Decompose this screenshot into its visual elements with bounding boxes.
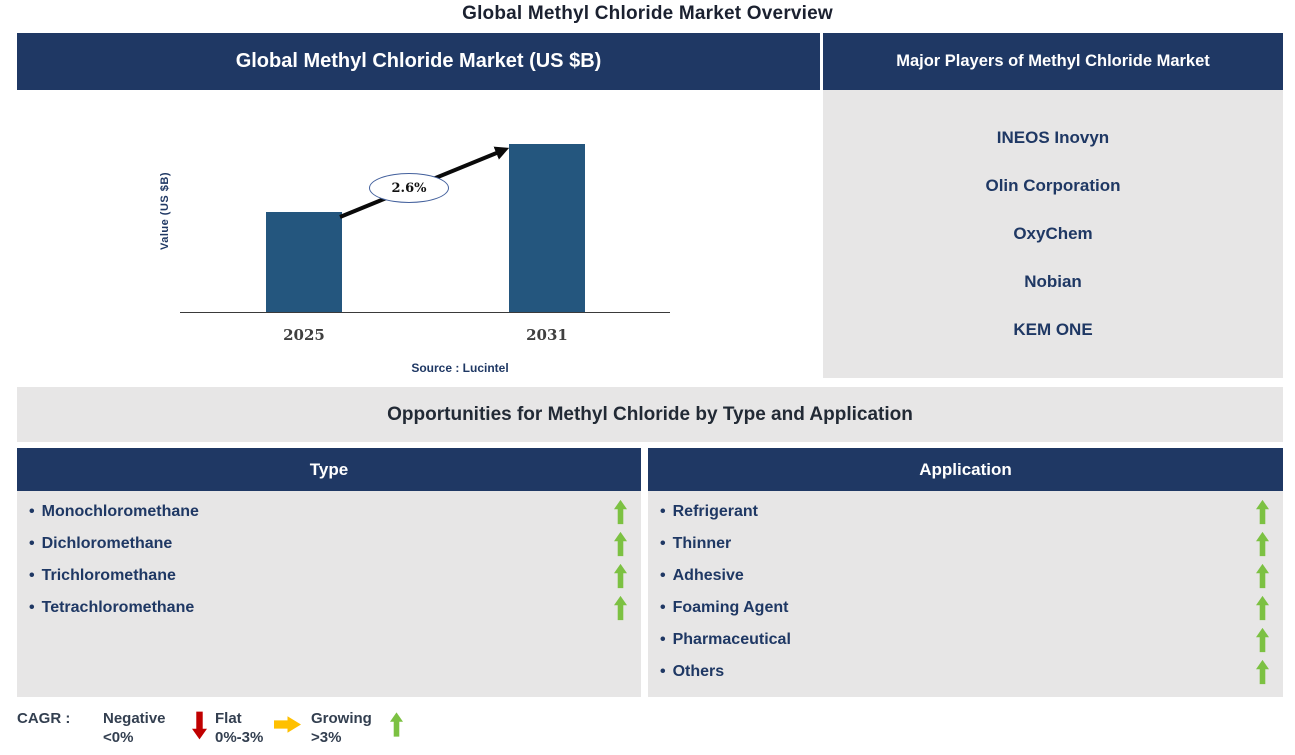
up-arrow-icon — [1256, 595, 1269, 621]
bullet-icon: • — [660, 663, 666, 680]
item-label: Refrigerant — [672, 503, 758, 520]
up-arrow-icon — [1256, 563, 1269, 589]
item-label: Adhesive — [672, 567, 744, 584]
legend-item-growing: Growing >3% — [311, 709, 372, 747]
up-arrow-icon — [1256, 499, 1269, 525]
item-label: Dichloromethane — [41, 535, 173, 552]
bullet-icon: • — [29, 567, 35, 584]
item-label: Foaming Agent — [672, 599, 789, 616]
source-label: Source : Lucintel — [411, 361, 509, 375]
application-list: • Refrigerant • Thinner • Adhesive • Foaming… — [648, 491, 1283, 697]
bullet-icon: • — [29, 535, 35, 552]
item-label: Tetrachloromethane — [41, 599, 195, 616]
list-item: • Pharmaceutical — [660, 624, 1269, 656]
legend-item-range: <0% — [103, 729, 134, 746]
legend-item-range: 0%-3% — [215, 729, 264, 746]
down-arrow-icon — [192, 709, 207, 742]
cagr-callout-oval: 2.6% — [369, 173, 449, 203]
list-item: • Adhesive — [660, 560, 1269, 592]
legend-item-flat: Flat 0%-3% — [215, 709, 263, 747]
bullet-icon: • — [29, 503, 35, 520]
up-arrow-icon — [614, 563, 627, 589]
x-axis-line — [180, 312, 670, 313]
bullet-icon: • — [29, 599, 35, 616]
major-players-panel: INEOS Inovyn Olin Corporation OxyChem No… — [823, 90, 1283, 378]
item-label: Others — [672, 663, 725, 680]
list-item: • Dichloromethane — [29, 528, 627, 560]
type-list: • Monochloromethane • Dichloromethane • Tri… — [17, 491, 641, 697]
legend-item-range: >3% — [311, 729, 342, 746]
list-item: • Others — [660, 656, 1269, 688]
x-tick-label-2025: 2025 — [283, 326, 325, 344]
bar-2031 — [509, 144, 585, 312]
company-name: KEM ONE — [1013, 320, 1093, 339]
bar-2025 — [266, 212, 342, 312]
page-title: Global Methyl Chloride Market Overview — [462, 3, 833, 24]
up-arrow-icon — [614, 595, 627, 621]
company-name: OxyChem — [1013, 224, 1093, 243]
company-name: Nobian — [1024, 272, 1082, 291]
item-label: Thinner — [672, 535, 732, 552]
up-arrow-icon — [1256, 627, 1269, 653]
major-players-header: Major Players of Methyl Chloride Market — [823, 33, 1283, 90]
item-label: Monochloromethane — [41, 503, 199, 520]
application-column-header: Application — [648, 448, 1283, 491]
x-tick-label-2031: 2031 — [526, 326, 568, 344]
list-item: • Thinner — [660, 528, 1269, 560]
growth-trend-arrow-icon — [339, 146, 510, 219]
legend-item-name: Growing — [311, 710, 372, 727]
list-item: • Refrigerant — [660, 496, 1269, 528]
cagr-value: 2.6% — [391, 180, 427, 196]
bullet-icon: • — [660, 503, 666, 520]
bullet-icon: • — [660, 567, 666, 584]
market-chart-header: Global Methyl Chloride Market (US $B) — [17, 33, 820, 90]
up-arrow-icon — [390, 708, 403, 741]
item-label: Trichloromethane — [41, 567, 176, 584]
list-item: • Foaming Agent — [660, 592, 1269, 624]
bullet-icon: • — [660, 535, 666, 552]
list-item: • Monochloromethane — [29, 496, 627, 528]
legend-item-name: Negative — [103, 710, 166, 727]
item-label: Pharmaceutical — [672, 631, 791, 648]
up-arrow-icon — [1256, 659, 1269, 685]
up-arrow-icon — [1256, 531, 1269, 557]
legend-item-name: Flat — [215, 710, 242, 727]
opportunities-title: Opportunities for Methyl Chloride by Typ… — [17, 387, 1283, 442]
right-arrow-icon — [274, 716, 301, 733]
up-arrow-icon — [614, 499, 627, 525]
company-name: Olin Corporation — [985, 176, 1121, 195]
list-item: • Tetrachloromethane — [29, 592, 627, 624]
up-arrow-icon — [614, 531, 627, 557]
legend-item-negative: Negative <0% — [103, 709, 166, 747]
bullet-icon: • — [660, 631, 666, 648]
type-column-header: Type — [17, 448, 641, 491]
company-name: INEOS Inovyn — [996, 128, 1110, 147]
legend-label: CAGR : — [17, 710, 71, 727]
bullet-icon: • — [660, 599, 666, 616]
list-item: • Trichloromethane — [29, 560, 627, 592]
market-bar-chart: Value (US $B) 2.6% 2025 2031 Source : Lu… — [17, 90, 820, 380]
cagr-legend: CAGR : Negative <0% Flat 0%-3% Growing >… — [17, 706, 457, 752]
